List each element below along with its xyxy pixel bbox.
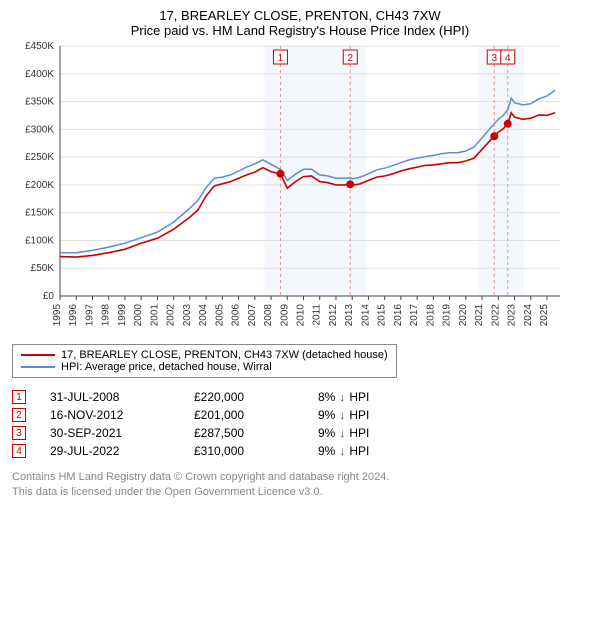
- sale-date: 29-JUL-2022: [50, 444, 170, 458]
- legend: 17, BREARLEY CLOSE, PRENTON, CH43 7XW (d…: [12, 338, 588, 378]
- sale-marker-box: 2: [12, 408, 26, 422]
- line-chart-svg: £0 £50K £100K £150K £200K £250K £300K £350K £400…: [12, 38, 568, 338]
- svg-text:2021: 2021: [474, 304, 485, 327]
- svg-text:2013: 2013: [344, 304, 355, 327]
- title-subtitle: Price paid vs. HM Land Registry's House …: [12, 23, 588, 38]
- legend-label: 17, BREARLEY CLOSE, PRENTON, CH43 7XW (d…: [61, 349, 388, 361]
- arrow-down-icon: ↓: [339, 444, 345, 458]
- arrow-down-icon: ↓: [339, 390, 345, 404]
- sale-date: 31-JUL-2008: [50, 390, 170, 404]
- legend-swatch: [21, 354, 55, 356]
- svg-text:2023: 2023: [507, 304, 518, 327]
- svg-text:2004: 2004: [198, 304, 209, 327]
- sale-price: £310,000: [194, 444, 294, 458]
- title-address: 17, BREARLEY CLOSE, PRENTON, CH43 7XW: [12, 8, 588, 23]
- svg-text:£450K: £450K: [25, 41, 54, 52]
- svg-text:£200K: £200K: [25, 180, 54, 191]
- legend-swatch: [21, 366, 55, 368]
- svg-text:2: 2: [347, 53, 353, 64]
- legend-item: 17, BREARLEY CLOSE, PRENTON, CH43 7XW (d…: [21, 349, 388, 361]
- svg-text:2000: 2000: [133, 304, 144, 327]
- footer-line2: This data is licensed under the Open Gov…: [12, 485, 588, 500]
- svg-text:2018: 2018: [425, 304, 436, 327]
- svg-text:2012: 2012: [328, 304, 339, 327]
- svg-text:2017: 2017: [409, 304, 420, 327]
- sale-delta: 9%↓HPI: [318, 426, 428, 440]
- svg-text:4: 4: [505, 53, 511, 64]
- svg-text:2001: 2001: [149, 304, 160, 327]
- svg-text:£100K: £100K: [25, 235, 54, 246]
- arrow-down-icon: ↓: [339, 426, 345, 440]
- svg-text:2006: 2006: [231, 304, 242, 327]
- svg-text:£50K: £50K: [31, 263, 55, 274]
- arrow-down-icon: ↓: [339, 408, 345, 422]
- svg-text:2010: 2010: [296, 304, 307, 327]
- sale-row: 1 31-JUL-2008 £220,000 8%↓HPI: [12, 388, 588, 406]
- sale-row: 4 29-JUL-2022 £310,000 9%↓HPI: [12, 442, 588, 460]
- chart-area: £0 £50K £100K £150K £200K £250K £300K £350K £400…: [12, 38, 588, 338]
- svg-text:1995: 1995: [52, 304, 63, 327]
- sale-date: 30-SEP-2021: [50, 426, 170, 440]
- svg-text:2024: 2024: [523, 304, 534, 327]
- footer-attribution: Contains HM Land Registry data © Crown c…: [12, 470, 588, 500]
- svg-text:1999: 1999: [117, 304, 128, 327]
- svg-text:2020: 2020: [458, 304, 469, 327]
- svg-text:1997: 1997: [84, 304, 95, 327]
- sale-row: 3 30-SEP-2021 £287,500 9%↓HPI: [12, 424, 588, 442]
- svg-text:2008: 2008: [263, 304, 274, 327]
- sale-delta: 9%↓HPI: [318, 408, 428, 422]
- svg-text:1: 1: [278, 53, 284, 64]
- svg-text:1996: 1996: [68, 304, 79, 327]
- svg-text:3: 3: [491, 53, 497, 64]
- sale-row: 2 16-NOV-2012 £201,000 9%↓HPI: [12, 406, 588, 424]
- sale-price: £201,000: [194, 408, 294, 422]
- sale-marker-box: 1: [12, 390, 26, 404]
- svg-text:2003: 2003: [182, 304, 193, 327]
- chart-titles: 17, BREARLEY CLOSE, PRENTON, CH43 7XW Pr…: [12, 8, 588, 38]
- sale-delta: 8%↓HPI: [318, 390, 428, 404]
- svg-text:2025: 2025: [539, 304, 550, 327]
- svg-text:£300K: £300K: [25, 124, 54, 135]
- svg-text:£150K: £150K: [25, 208, 54, 219]
- legend-item: HPI: Average price, detached house, Wirr…: [21, 361, 388, 373]
- svg-text:2002: 2002: [166, 304, 177, 327]
- sales-table: 1 31-JUL-2008 £220,000 8%↓HPI 2 16-NOV-2012 £2…: [12, 388, 588, 460]
- svg-text:£400K: £400K: [25, 69, 54, 80]
- sale-date: 16-NOV-2012: [50, 408, 170, 422]
- sale-price: £220,000: [194, 390, 294, 404]
- svg-text:2007: 2007: [247, 304, 258, 327]
- svg-text:2022: 2022: [490, 304, 501, 327]
- svg-text:£0: £0: [43, 291, 55, 302]
- svg-text:2019: 2019: [442, 304, 453, 327]
- sale-marker-box: 3: [12, 426, 26, 440]
- svg-text:£350K: £350K: [25, 97, 54, 108]
- svg-text:2016: 2016: [393, 304, 404, 327]
- sale-delta: 9%↓HPI: [318, 444, 428, 458]
- svg-text:2005: 2005: [214, 304, 225, 327]
- svg-text:2015: 2015: [377, 304, 388, 327]
- svg-text:2011: 2011: [312, 304, 323, 326]
- sale-marker-box: 4: [12, 444, 26, 458]
- svg-text:2009: 2009: [279, 304, 290, 327]
- svg-text:1998: 1998: [101, 304, 112, 327]
- svg-text:£250K: £250K: [25, 152, 54, 163]
- svg-text:2014: 2014: [360, 304, 371, 327]
- legend-label: HPI: Average price, detached house, Wirr…: [61, 361, 272, 373]
- sale-price: £287,500: [194, 426, 294, 440]
- footer-line1: Contains HM Land Registry data © Crown c…: [12, 470, 588, 485]
